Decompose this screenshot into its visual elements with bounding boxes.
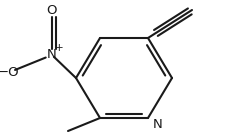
- Text: O: O: [47, 5, 57, 18]
- Text: N: N: [153, 117, 162, 131]
- Text: N: N: [47, 48, 57, 62]
- Text: +: +: [54, 43, 63, 53]
- Text: −O: −O: [0, 66, 19, 79]
